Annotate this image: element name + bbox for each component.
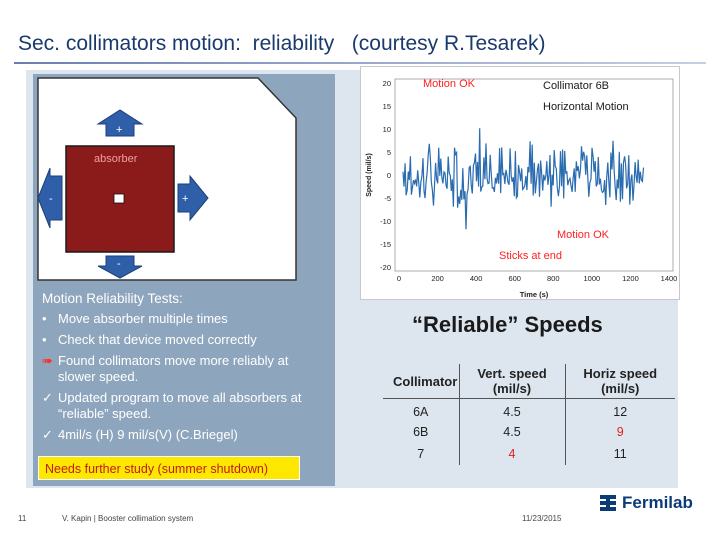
horizontal-motion-label: Horizontal Motion — [543, 101, 629, 113]
check-icon: ✓ — [42, 427, 53, 442]
x-axis-ticks: 0 200 400 600 800 1000 1200 1400 — [397, 274, 677, 283]
cell-horiz-speed: 12 — [613, 404, 628, 419]
y-axis-ticks: 20 15 10 5 0 -5 -10 -15 -20 — [380, 79, 391, 272]
cell-collimator: 6B — [383, 420, 460, 443]
y-tick-label: 5 — [387, 148, 391, 157]
col-horiz-header: Horiz speed (mil/s) — [565, 364, 675, 399]
list-item-continued: slower speed. — [58, 369, 139, 384]
x-tick-label: 1400 — [661, 274, 678, 283]
speed-trace-line — [402, 128, 645, 230]
speed-graph: 20 15 10 5 0 -5 -10 -15 -20 0 200 400 600 800 1000 120… — [360, 66, 680, 300]
x-tick-label: 1000 — [584, 274, 601, 283]
reliable-speeds-title: “Reliable” Speeds — [412, 312, 603, 337]
speed-graph-plot: 20 15 10 5 0 -5 -10 -15 -20 0 200 400 600 800 1000 120… — [366, 78, 677, 299]
arrow-right-sign: + — [182, 193, 188, 205]
motion-ok-bottom-label: Motion OK — [557, 229, 610, 241]
list-item: ✓ Updated program to move all absorbers a… — [42, 390, 302, 405]
needs-study-note: Needs further study (summer shutdown) — [38, 456, 300, 480]
absorber-label: absorber — [94, 153, 138, 165]
collimator-label: Collimator 6B — [543, 80, 609, 92]
table-row: 6A 4.5 12 — [383, 398, 675, 421]
y-axis-label: Speed (mil/s) — [366, 153, 373, 197]
y-tick-label: 20 — [383, 79, 391, 88]
x-axis-label: Time (s) — [520, 290, 549, 299]
footer-text: V. Kapin | Booster collimation system — [62, 514, 194, 523]
y-tick-label: 0 — [387, 171, 391, 180]
cell-horiz-speed: 11 — [613, 446, 627, 461]
check-icon: ✓ — [42, 390, 53, 405]
arrow-up-sign: + — [116, 124, 122, 136]
arrow-left-sign: - — [49, 193, 53, 205]
fermilab-logo-icon — [600, 495, 616, 511]
table-row: 7 4 11 — [383, 442, 675, 465]
page-number: 11 — [18, 514, 27, 523]
speeds-table: Collimator Vert. speed (mil/s) Horiz spe… — [383, 364, 675, 465]
cell-collimator: 6A — [383, 398, 460, 421]
sticks-label: Sticks at end — [499, 250, 562, 262]
motion-ok-top-label: Motion OK — [423, 78, 476, 90]
x-tick-label: 200 — [431, 274, 444, 283]
y-tick-label: -10 — [380, 217, 391, 226]
arrow-down-sign: - — [117, 258, 121, 270]
bullet-icon: • — [42, 332, 47, 347]
arrow-left-icon — [37, 167, 63, 229]
table-row: 6B 4.5 9 — [383, 420, 675, 443]
list-item: ✓ 4mil/s (H) 9 mil/s(V) (C.Briegel) — [42, 427, 238, 442]
cell-horiz-speed: 9 — [616, 424, 624, 439]
x-tick-label: 600 — [508, 274, 521, 283]
list-item-continued: “reliable” speed. — [58, 406, 152, 421]
speed-trace — [402, 128, 645, 230]
cell-collimator: 7 — [383, 442, 460, 465]
list-item: • Move absorber multiple times — [42, 311, 228, 326]
cell-vert-speed: 4.5 — [459, 398, 566, 421]
table-header-row: Collimator Vert. speed (mil/s) Horiz spe… — [383, 364, 675, 399]
slide-title: Sec. collimators motion: reliability (co… — [18, 32, 546, 55]
x-tick-label: 0 — [397, 274, 401, 283]
y-tick-label: 10 — [383, 125, 391, 134]
tests-heading: Motion Reliability Tests: — [42, 291, 183, 306]
arrow-bullet-icon: ➠ — [42, 353, 53, 368]
y-tick-label: -20 — [380, 263, 391, 272]
bullet-icon: • — [42, 311, 47, 326]
arrow-up-icon — [96, 109, 144, 137]
x-tick-label: 800 — [547, 274, 560, 283]
arrow-right-icon — [177, 174, 209, 222]
x-tick-label: 1200 — [622, 274, 639, 283]
list-item: • Check that device moved correctly — [42, 332, 257, 347]
reliability-tests: Motion Reliability Tests: • Move absorber… — [42, 292, 332, 449]
absorber-diagram: absorber + - - + — [37, 77, 297, 281]
cell-vert-speed: 4 — [459, 442, 566, 465]
list-item: ➠ Found collimators move more reliably at — [42, 353, 289, 368]
y-tick-label: 15 — [383, 102, 391, 111]
y-tick-label: -15 — [380, 240, 391, 249]
title-divider — [14, 62, 706, 64]
absorber-center-marker — [113, 193, 125, 204]
x-tick-label: 400 — [470, 274, 483, 283]
arrow-down-icon — [97, 255, 143, 279]
col-collimator-header: Collimator — [383, 364, 460, 399]
cell-vert-speed: 4.5 — [459, 420, 566, 443]
fermilab-logo-text: Fermilab — [622, 493, 693, 512]
fermilab-logo: Fermilab — [598, 492, 693, 514]
y-tick-label: -5 — [384, 194, 391, 203]
footer-date: 11/23/2015 — [522, 514, 562, 523]
col-vert-header: Vert. speed (mil/s) — [459, 364, 566, 399]
